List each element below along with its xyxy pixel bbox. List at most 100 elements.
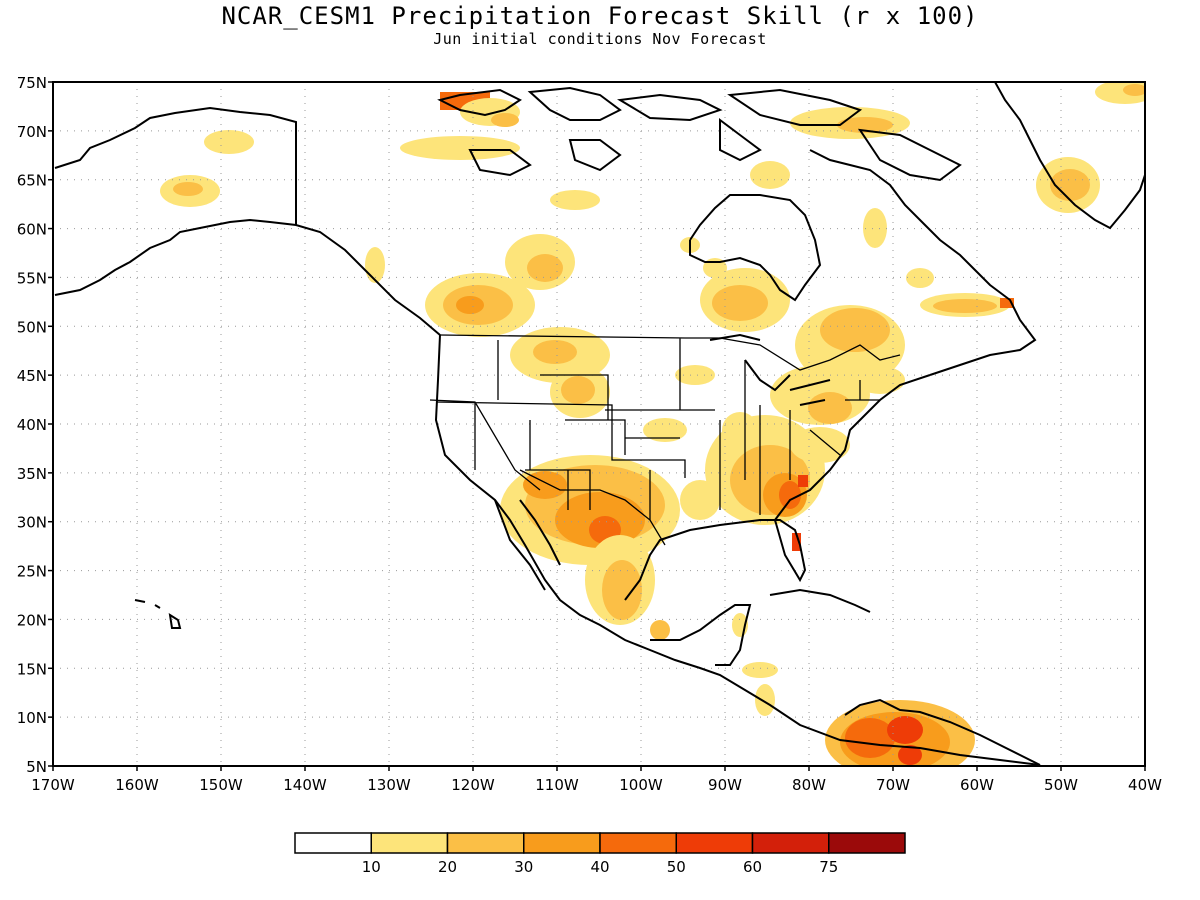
skill-patch — [602, 560, 642, 620]
coastline — [689, 194, 822, 302]
coastline — [709, 333, 831, 406]
skill-patch — [1123, 84, 1145, 96]
coastline — [568, 139, 622, 172]
lon-tick-label: 70W — [876, 776, 910, 794]
skill-patch — [527, 254, 563, 282]
skill-patch — [550, 190, 600, 210]
coastline — [809, 149, 1037, 376]
colorbar-label: 40 — [590, 858, 609, 876]
skill-patch — [845, 718, 895, 758]
colorbar-swatch — [599, 832, 677, 854]
skill-patch — [855, 366, 905, 394]
coastline — [527, 86, 622, 121]
skill-patch — [400, 136, 520, 160]
lat-tick-label: 70N — [17, 123, 47, 141]
lat-tick-label: 25N — [17, 563, 47, 581]
skill-patch — [750, 161, 790, 189]
lon-tick-label: 170W — [31, 776, 75, 794]
lat-tick-label: 35N — [17, 465, 47, 483]
coastline — [719, 118, 762, 162]
coastlines — [54, 82, 1145, 766]
skill-patch — [722, 412, 758, 448]
colorbar-legend: 10 20 30 40 50 60 75 — [294, 832, 906, 876]
coastline — [617, 93, 723, 122]
skill-patch — [1050, 169, 1090, 201]
skill-patch — [712, 285, 768, 321]
border-us-mexico — [519, 469, 666, 546]
coastline — [994, 82, 1145, 230]
lon-tick-label: 160W — [115, 776, 159, 794]
lon-tick-label: 150W — [199, 776, 243, 794]
lat-tick-label: 50N — [17, 318, 47, 336]
coastline — [54, 218, 441, 336]
map-title: NCAR_CESM1 Precipitation Forecast Skill … — [221, 2, 979, 30]
state-border — [429, 334, 880, 520]
coastline — [844, 698, 1041, 766]
colorbar-label: 50 — [667, 858, 686, 876]
latitude-labels: 75N 70N 65N 60N 55N 50N 45N 40N 35N 30N 25N 20N 15N 1… — [17, 74, 53, 776]
lat-tick-label: 5N — [26, 758, 47, 776]
colorbar-swatch — [294, 832, 372, 854]
skill-patch — [456, 296, 484, 314]
colorbar-swatch — [675, 832, 754, 854]
skill-shading-layer — [160, 82, 1145, 766]
colorbar-label: 20 — [438, 858, 457, 876]
lon-tick-label: 60W — [960, 776, 994, 794]
colorbar-swatch — [446, 832, 525, 854]
skill-patch — [680, 480, 720, 520]
skill-patch — [933, 299, 997, 313]
longitude-labels: 170W 160W 150W 140W 130W 120W 110W 100W 90W 80W 70… — [31, 766, 1162, 794]
lon-tick-label: 90W — [708, 776, 742, 794]
coastline — [624, 374, 931, 601]
skill-patch — [779, 481, 801, 509]
skill-patch — [742, 662, 778, 678]
skill-patch — [650, 620, 670, 640]
skill-patch — [863, 208, 887, 248]
lon-tick-label: 140W — [283, 776, 327, 794]
skill-patch — [755, 684, 775, 716]
gridlines — [53, 82, 1145, 766]
colorbar-label: 10 — [362, 858, 381, 876]
lat-tick-label: 55N — [17, 269, 47, 287]
lon-tick-label: 120W — [451, 776, 495, 794]
lat-tick-label: 45N — [17, 367, 47, 385]
skill-patch — [808, 392, 852, 424]
skill-patch — [837, 117, 893, 133]
skill-patch — [790, 427, 850, 463]
skill-patch — [491, 113, 519, 127]
map-subtitle: Jun initial conditions Nov Forecast — [433, 30, 767, 48]
colorbar-label: 60 — [743, 858, 762, 876]
lon-tick-label: 50W — [1044, 776, 1078, 794]
skill-patch — [1000, 298, 1014, 308]
skill-patch — [906, 268, 934, 288]
skill-patch — [561, 376, 595, 404]
coastline — [134, 599, 182, 629]
skill-patch — [820, 308, 890, 352]
colorbar-swatch — [370, 832, 449, 854]
coastline — [434, 334, 1041, 766]
lat-tick-label: 40N — [17, 416, 47, 434]
lat-tick-label: 10N — [17, 709, 47, 727]
skill-patch — [798, 475, 808, 487]
lon-tick-label: 100W — [619, 776, 663, 794]
skill-patch — [792, 533, 801, 551]
coastline — [650, 604, 752, 666]
skill-patch — [675, 365, 715, 385]
lat-tick-label: 20N — [17, 611, 47, 629]
coastline — [54, 106, 297, 225]
lat-tick-label: 60N — [17, 221, 47, 239]
lon-tick-label: 130W — [367, 776, 411, 794]
colorbar-swatch — [751, 832, 830, 854]
lat-tick-label: 30N — [17, 514, 47, 532]
border-us-canada — [685, 337, 901, 371]
lat-tick-label: 65N — [17, 172, 47, 190]
lon-tick-label: 40W — [1128, 776, 1162, 794]
state-borders — [429, 334, 901, 546]
coastline — [857, 128, 962, 182]
lat-tick-label: 75N — [17, 74, 47, 92]
coastline — [494, 499, 561, 591]
coastline — [437, 88, 522, 117]
colorbar-swatch — [523, 832, 601, 854]
lon-tick-label: 110W — [535, 776, 579, 794]
